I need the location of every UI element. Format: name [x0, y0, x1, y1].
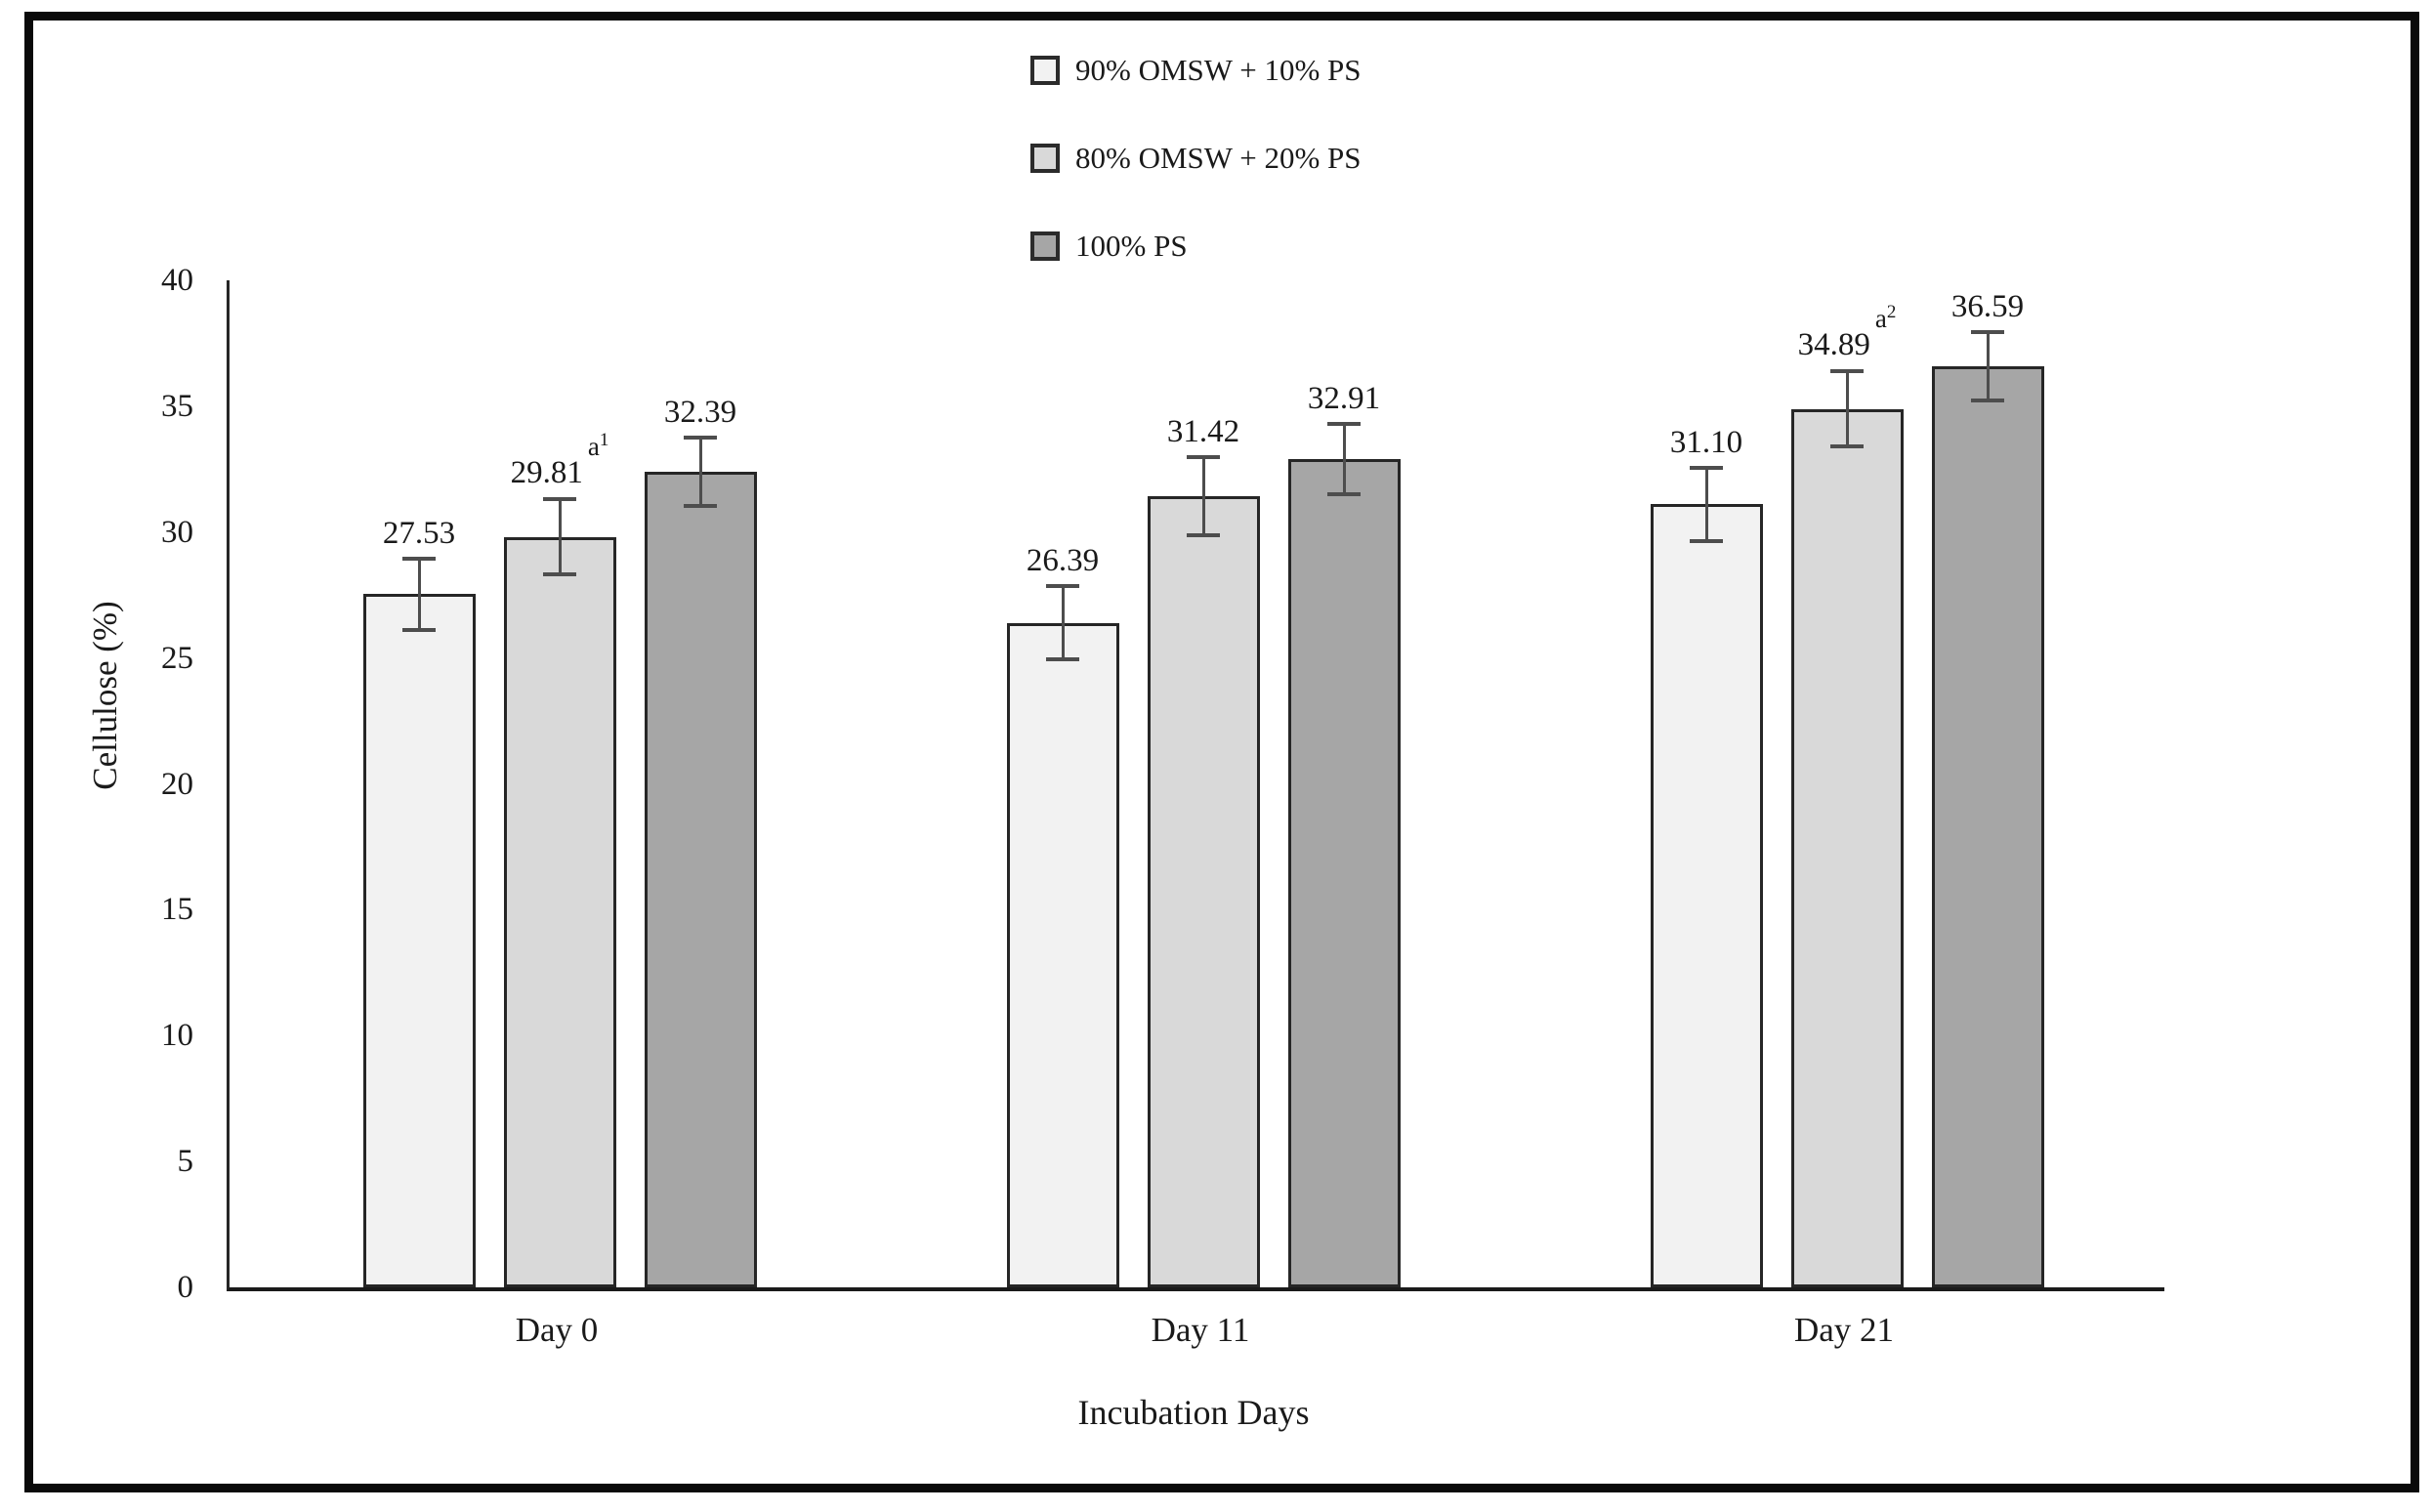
bar: [644, 472, 757, 1287]
bar-slot: 29.81a1: [503, 280, 616, 1287]
error-bar-cap-top: [1690, 466, 1723, 471]
y-tick-label: 30: [161, 514, 193, 550]
error-bar-line: [1704, 468, 1708, 541]
x-category-label: Day 0: [515, 1311, 599, 1349]
legend-swatch: [1030, 56, 1060, 85]
error-bar-cap-bottom: [1187, 533, 1220, 538]
error-bar-line: [1201, 457, 1205, 536]
error-bar-cap-bottom: [1046, 657, 1079, 662]
error-bar-cap-top: [402, 557, 436, 562]
bar-slot: 31.10: [1650, 280, 1763, 1287]
bar: [1650, 504, 1763, 1287]
bar-value-label: 32.39: [664, 395, 736, 430]
x-axis-title: Incubation Days: [1077, 1393, 1310, 1432]
bar-slot: 27.53: [362, 280, 476, 1287]
bar-value-label: 31.42: [1167, 414, 1239, 449]
bar-value-label: 27.53: [383, 516, 455, 551]
error-bar-cap-bottom: [1327, 491, 1361, 496]
error-bar-cap-top: [1830, 369, 1864, 374]
error-bar-line: [1061, 586, 1065, 660]
significance-annotation: a1: [587, 430, 609, 461]
error-bar-line: [1986, 332, 1990, 400]
bar-slot: 36.59: [1931, 280, 2044, 1287]
legend-item: 100% PS: [1030, 229, 1362, 263]
bar-group: 26.39 31.42 32.91: [1006, 280, 1401, 1287]
bar: [1931, 365, 2044, 1287]
error-bar-cap-bottom: [402, 627, 436, 632]
bar-value-label: 34.89a2: [1797, 303, 1897, 363]
y-tick-label: 35: [161, 388, 193, 424]
error-bar-cap-bottom: [684, 503, 717, 508]
y-tick-label: 5: [177, 1144, 194, 1180]
bar: [1147, 496, 1260, 1287]
legend: 90% OMSW + 10% PS 80% OMSW + 20% PS 100% P…: [1030, 53, 1362, 317]
y-axis-title: Cellulose (%): [86, 601, 124, 790]
bar-value-text: 36.59: [1950, 289, 2025, 325]
y-tick-label: 0: [177, 1270, 194, 1305]
bar-value-text: 31.42: [1166, 414, 1240, 450]
legend-item: 80% OMSW + 20% PS: [1030, 141, 1362, 175]
bar: [1006, 622, 1119, 1287]
bar-group: 27.53 29.81a1 32.39: [362, 280, 757, 1287]
bar-value-text: 32.39: [663, 395, 737, 431]
x-category-label: Day 21: [1793, 1311, 1895, 1349]
bar-value-label: 32.91: [1308, 381, 1380, 416]
error-bar-line: [417, 559, 421, 630]
error-bar-cap-top: [684, 436, 717, 441]
plot-area: 27.53 29.81a1 32.39 26.39 31.42 32.91 31.10 34.…: [227, 280, 2164, 1291]
bar-group: 31.10 34.89a2 36.59: [1650, 280, 2044, 1287]
y-tick-label: 25: [161, 640, 193, 676]
error-bar-line: [1342, 423, 1346, 494]
bar: [362, 594, 476, 1287]
error-bar-line: [698, 438, 702, 506]
bar-value-label: 29.81a1: [510, 431, 609, 491]
y-tick-label: 20: [161, 766, 193, 802]
error-bar-cap-top: [1046, 584, 1079, 589]
significance-annotation: a2: [1874, 302, 1897, 334]
error-bar-cap-top: [1971, 330, 2004, 335]
bar-value-label: 31.10: [1670, 425, 1742, 460]
error-bar-cap-bottom: [543, 572, 576, 577]
legend-swatch: [1030, 231, 1060, 261]
bar-slot: 32.39: [644, 280, 757, 1287]
bar: [1790, 408, 1904, 1287]
bar-value-text: 34.89: [1797, 327, 1870, 363]
error-bar-cap-top: [1327, 421, 1361, 426]
x-category-label: Day 11: [1151, 1311, 1250, 1349]
bar-value-text: 29.81: [510, 455, 583, 490]
bar-value-text: 27.53: [382, 516, 456, 552]
legend-label: 100% PS: [1075, 229, 1188, 263]
legend-item: 90% OMSW + 10% PS: [1030, 53, 1362, 87]
bar-value-label: 26.39: [1027, 543, 1099, 578]
legend-swatch: [1030, 144, 1060, 173]
bar-slot: 31.42: [1147, 280, 1260, 1287]
error-bar-cap-bottom: [1971, 398, 2004, 402]
bar: [1287, 458, 1401, 1287]
bar-value-text: 32.91: [1307, 380, 1381, 416]
bar-value-label: 36.59: [1951, 289, 2024, 324]
bar: [503, 536, 616, 1287]
error-bar-line: [558, 499, 562, 575]
bar-slot: 34.89a2: [1790, 280, 1904, 1287]
error-bar-line: [1845, 371, 1849, 447]
legend-label: 80% OMSW + 20% PS: [1075, 141, 1362, 175]
bar-slot: 32.91: [1287, 280, 1401, 1287]
error-bar-cap-bottom: [1830, 444, 1864, 449]
y-tick-label: 10: [161, 1018, 193, 1054]
error-bar-cap-top: [543, 497, 576, 501]
error-bar-cap-top: [1187, 455, 1220, 460]
legend-label: 90% OMSW + 10% PS: [1075, 53, 1362, 87]
bar-value-text: 26.39: [1026, 543, 1100, 579]
bar-value-text: 31.10: [1669, 425, 1743, 461]
y-tick-label: 15: [161, 892, 193, 928]
y-tick-label: 40: [161, 263, 193, 298]
error-bar-cap-bottom: [1690, 538, 1723, 543]
bar-slot: 26.39: [1006, 280, 1119, 1287]
